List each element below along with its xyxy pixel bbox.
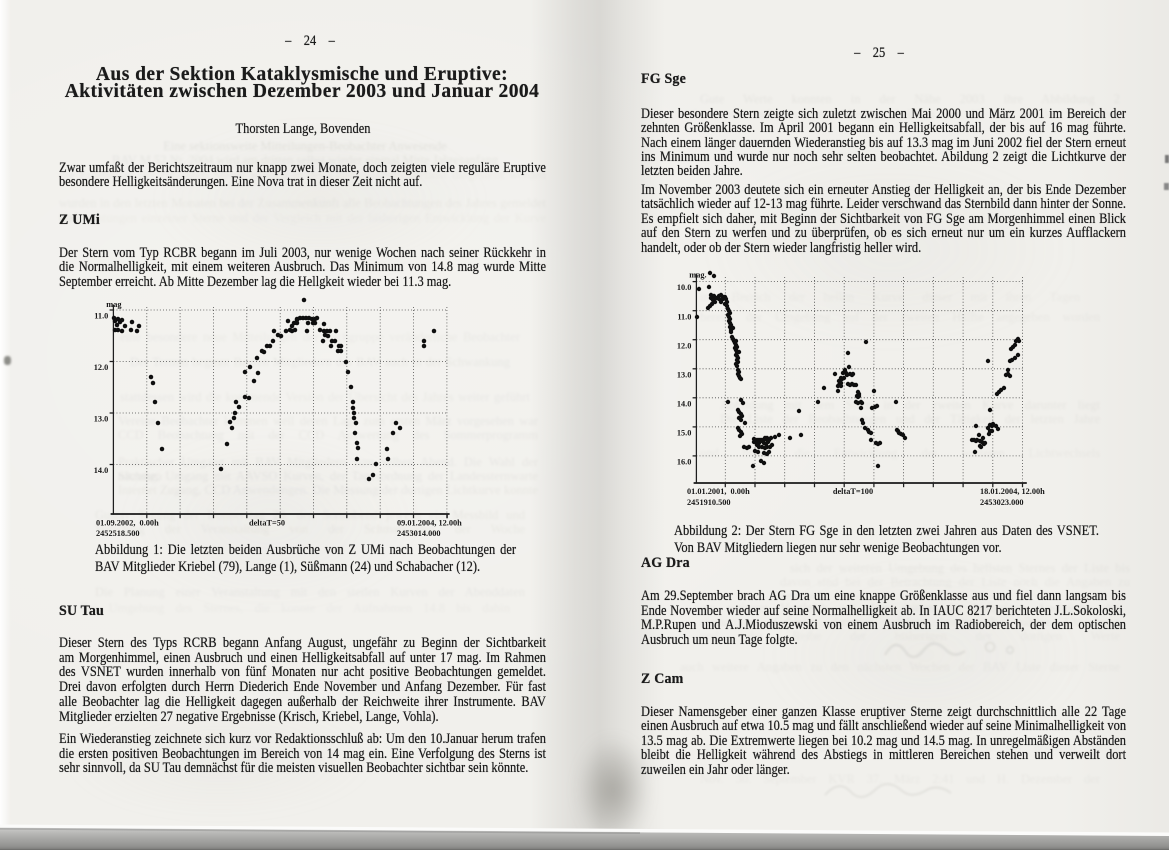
svg-text:12.0: 12.0 (94, 363, 109, 372)
svg-text:01.09.2002, 0.00h: 01.09.2002, 0.00h (96, 518, 159, 527)
svg-text:11.0: 11.0 (94, 311, 108, 320)
svg-text:12.0: 12.0 (677, 341, 692, 350)
svg-text:deltaT=100: deltaT=100 (833, 487, 873, 496)
svg-text:18.01.2004, 12.00h: 18.01.2004, 12.00h (980, 487, 1045, 496)
svg-text:13.0: 13.0 (94, 414, 109, 423)
svg-text:15.0: 15.0 (677, 429, 692, 438)
svg-text:2453023.000: 2453023.000 (980, 498, 1024, 507)
svg-text:10.0: 10.0 (677, 283, 692, 292)
svg-text:deltaT=50: deltaT=50 (249, 518, 285, 527)
svg-text:2452518.500: 2452518.500 (96, 529, 140, 538)
svg-text:14.0: 14.0 (94, 466, 109, 475)
svg-text:mag: mag (106, 300, 122, 309)
svg-text:11.0: 11.0 (677, 312, 691, 321)
svg-text:2451910.500: 2451910.500 (687, 498, 731, 507)
svg-text:mag.: mag. (689, 271, 706, 280)
svg-text:09.01.2004, 12.00h: 09.01.2004, 12.00h (397, 518, 462, 527)
svg-text:14.0: 14.0 (677, 399, 692, 408)
svg-text:2453014.000: 2453014.000 (397, 529, 441, 538)
svg-text:13.0: 13.0 (677, 370, 692, 379)
svg-text:16.0: 16.0 (677, 458, 692, 467)
svg-text:01.01.2001, 0.00h: 01.01.2001, 0.00h (687, 487, 750, 496)
